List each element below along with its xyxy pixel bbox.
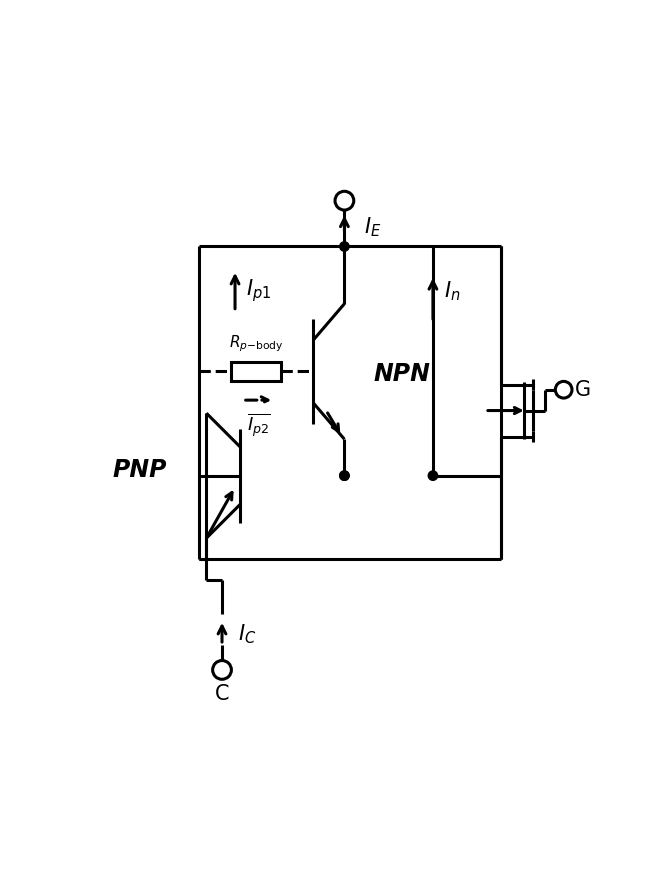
Text: NPN: NPN <box>373 362 430 386</box>
Text: $I_{p1}$: $I_{p1}$ <box>247 277 271 304</box>
Circle shape <box>340 471 349 480</box>
Text: $I_E$: $I_E$ <box>364 215 382 238</box>
Text: $I_C$: $I_C$ <box>238 623 256 646</box>
Text: PNP: PNP <box>113 458 167 482</box>
Text: $I_n$: $I_n$ <box>444 279 461 303</box>
Text: $\overline{I_{p2}}$: $\overline{I_{p2}}$ <box>247 411 270 437</box>
Text: C: C <box>215 684 229 704</box>
Bar <box>231 362 281 381</box>
Circle shape <box>340 242 349 251</box>
Text: $R_{p\mathrm{-body}}$: $R_{p\mathrm{-body}}$ <box>228 334 283 354</box>
Text: G: G <box>575 379 591 400</box>
Circle shape <box>340 471 349 480</box>
Circle shape <box>428 471 437 480</box>
